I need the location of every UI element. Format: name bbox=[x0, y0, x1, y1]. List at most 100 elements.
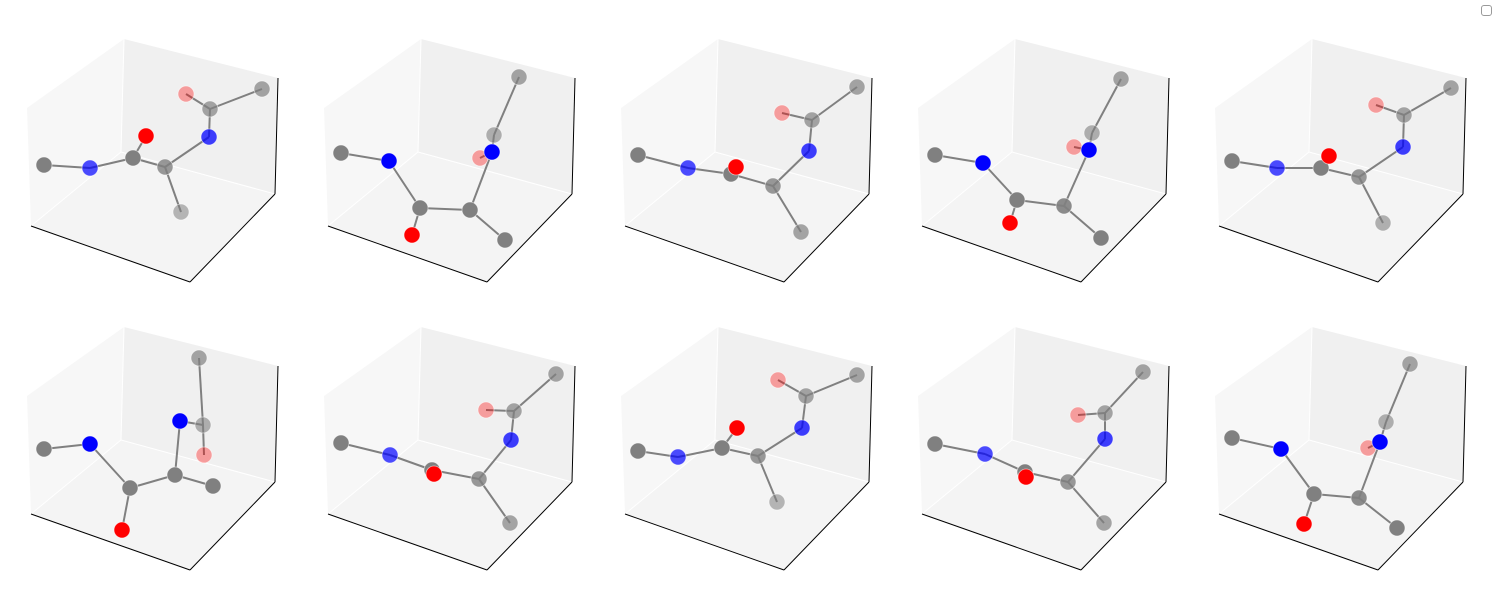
carbon-atom bbox=[629, 146, 647, 164]
x-axis-line bbox=[921, 513, 1082, 571]
bond bbox=[805, 374, 858, 397]
carbon-atom bbox=[1312, 159, 1330, 177]
carbon-atom bbox=[926, 435, 944, 453]
z-axis-line bbox=[1462, 365, 1467, 483]
back-pane bbox=[418, 39, 575, 194]
x-axis-line bbox=[30, 225, 191, 283]
nitrogen-atom bbox=[200, 128, 218, 146]
x-axis-line bbox=[921, 225, 1082, 283]
bond bbox=[209, 88, 263, 110]
oxygen-atom bbox=[113, 521, 131, 539]
carbon-atom bbox=[496, 231, 514, 249]
molecule-panel bbox=[621, 38, 873, 283]
bond bbox=[493, 76, 520, 136]
y-axis-line bbox=[1080, 193, 1167, 283]
nitrogen-atom bbox=[800, 142, 818, 160]
carbon-atom bbox=[501, 514, 519, 532]
floor-pane bbox=[625, 152, 869, 282]
oxygen-atom bbox=[177, 85, 195, 103]
bond bbox=[174, 420, 181, 476]
pane-edge bbox=[714, 439, 870, 483]
nitrogen-atom bbox=[1096, 430, 1114, 448]
axes-box bbox=[324, 38, 576, 283]
bond bbox=[934, 443, 986, 455]
left-pane bbox=[918, 327, 1015, 514]
oxygen-atom bbox=[477, 401, 495, 419]
left-pane bbox=[324, 39, 421, 226]
pane-edge bbox=[1011, 151, 1167, 195]
y-axis-line bbox=[486, 193, 573, 283]
carbon-atom bbox=[332, 144, 350, 162]
carbon-atom bbox=[629, 442, 647, 460]
left-pane bbox=[27, 39, 124, 226]
back-pane bbox=[418, 327, 575, 482]
carbon-atom bbox=[124, 149, 142, 167]
x-axis-line bbox=[327, 513, 488, 571]
oxygen-atom bbox=[1069, 406, 1087, 424]
left-pane bbox=[27, 327, 124, 514]
back-pane bbox=[1309, 39, 1466, 194]
carbon-atom bbox=[1095, 514, 1113, 532]
oxygen-atom bbox=[195, 446, 213, 464]
axes-box bbox=[27, 326, 279, 571]
pane-edge bbox=[1218, 439, 1310, 515]
pane-edge bbox=[714, 38, 719, 153]
carbon-atom bbox=[1092, 229, 1110, 247]
bond bbox=[757, 427, 803, 457]
legend-toggle-checkbox[interactable] bbox=[1481, 5, 1492, 16]
oxygen-atom bbox=[1320, 147, 1338, 165]
y-axis-line bbox=[783, 193, 870, 283]
left-pane bbox=[324, 327, 421, 514]
pane-edge bbox=[1011, 38, 1016, 153]
left-pane bbox=[1215, 39, 1312, 226]
pane-edge bbox=[1308, 439, 1464, 483]
pane-edge bbox=[120, 38, 125, 153]
nitrogen-atom bbox=[81, 435, 99, 453]
x-axis-line bbox=[1218, 225, 1379, 283]
molecule-panel bbox=[918, 326, 1170, 571]
oxygen-atom bbox=[773, 104, 791, 122]
y-axis-line bbox=[1080, 481, 1167, 571]
pane-edge bbox=[921, 439, 1013, 515]
bond bbox=[772, 185, 802, 233]
z-axis-line bbox=[868, 77, 873, 195]
left-pane bbox=[918, 39, 1015, 226]
bond bbox=[1385, 363, 1411, 423]
axes-box bbox=[27, 38, 279, 283]
molecule-panel bbox=[324, 326, 576, 571]
bond bbox=[1358, 176, 1384, 224]
bond bbox=[388, 160, 421, 209]
carbon-atom bbox=[1388, 519, 1406, 537]
molecule-panel bbox=[27, 38, 279, 283]
carbon-atom bbox=[204, 477, 222, 495]
bond bbox=[1358, 441, 1381, 499]
carbon-atom bbox=[1401, 355, 1419, 373]
pane-edge bbox=[120, 439, 276, 483]
pane-edge bbox=[417, 326, 422, 441]
y-axis-line bbox=[1377, 481, 1464, 571]
back-pane bbox=[121, 327, 278, 482]
left-pane bbox=[621, 39, 718, 226]
bond bbox=[1063, 149, 1090, 207]
x-axis-line bbox=[624, 225, 785, 283]
carbon-atom bbox=[713, 439, 731, 457]
nitrogen-atom bbox=[1268, 159, 1286, 177]
bond bbox=[478, 478, 511, 524]
carbon-atom bbox=[1395, 106, 1413, 124]
carbon-atom bbox=[35, 156, 53, 174]
carbon-atom bbox=[461, 201, 479, 219]
carbon-atom bbox=[1008, 191, 1026, 209]
axes-box bbox=[918, 38, 1170, 283]
carbon-atom bbox=[749, 447, 767, 465]
carbon-atom bbox=[510, 68, 528, 86]
carbon-atom bbox=[547, 365, 565, 383]
carbon-atom bbox=[201, 100, 219, 118]
carbon-atom bbox=[1377, 413, 1395, 431]
nitrogen-atom bbox=[1272, 440, 1290, 458]
bond bbox=[637, 154, 689, 169]
pane-edge bbox=[624, 151, 716, 227]
carbon-atom bbox=[35, 440, 53, 458]
z-axis-line bbox=[1165, 77, 1170, 195]
nitrogen-atom bbox=[171, 412, 189, 430]
